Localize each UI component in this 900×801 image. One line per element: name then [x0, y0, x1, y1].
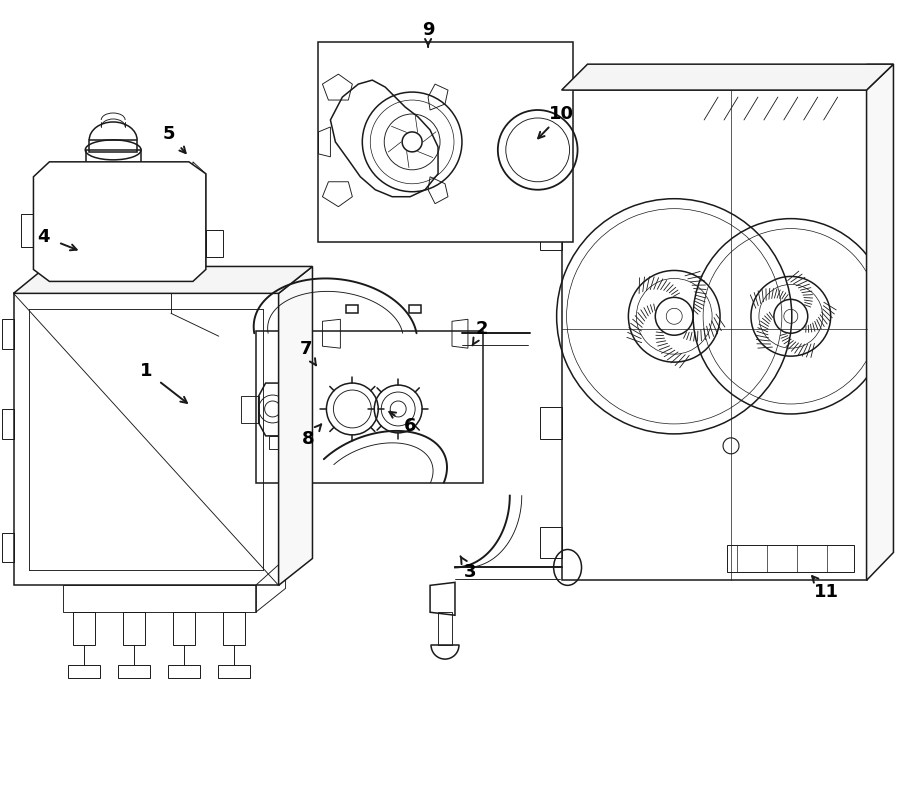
Text: 9: 9: [422, 22, 435, 39]
Polygon shape: [867, 64, 894, 581]
Text: 3: 3: [464, 563, 476, 582]
Text: 5: 5: [163, 125, 176, 143]
Polygon shape: [562, 64, 894, 90]
Text: 4: 4: [37, 227, 50, 246]
Text: 11: 11: [814, 583, 839, 602]
Text: 8: 8: [302, 430, 315, 448]
Polygon shape: [14, 267, 312, 293]
Bar: [319, 42, 572, 242]
Polygon shape: [33, 162, 206, 281]
Polygon shape: [562, 90, 867, 581]
Bar: [256, 332, 483, 483]
Polygon shape: [14, 293, 279, 586]
Text: 10: 10: [549, 105, 574, 123]
Text: 6: 6: [404, 417, 417, 435]
Polygon shape: [279, 267, 312, 586]
Text: 1: 1: [140, 362, 152, 380]
Text: 7: 7: [300, 340, 311, 358]
Text: 2: 2: [475, 320, 488, 338]
